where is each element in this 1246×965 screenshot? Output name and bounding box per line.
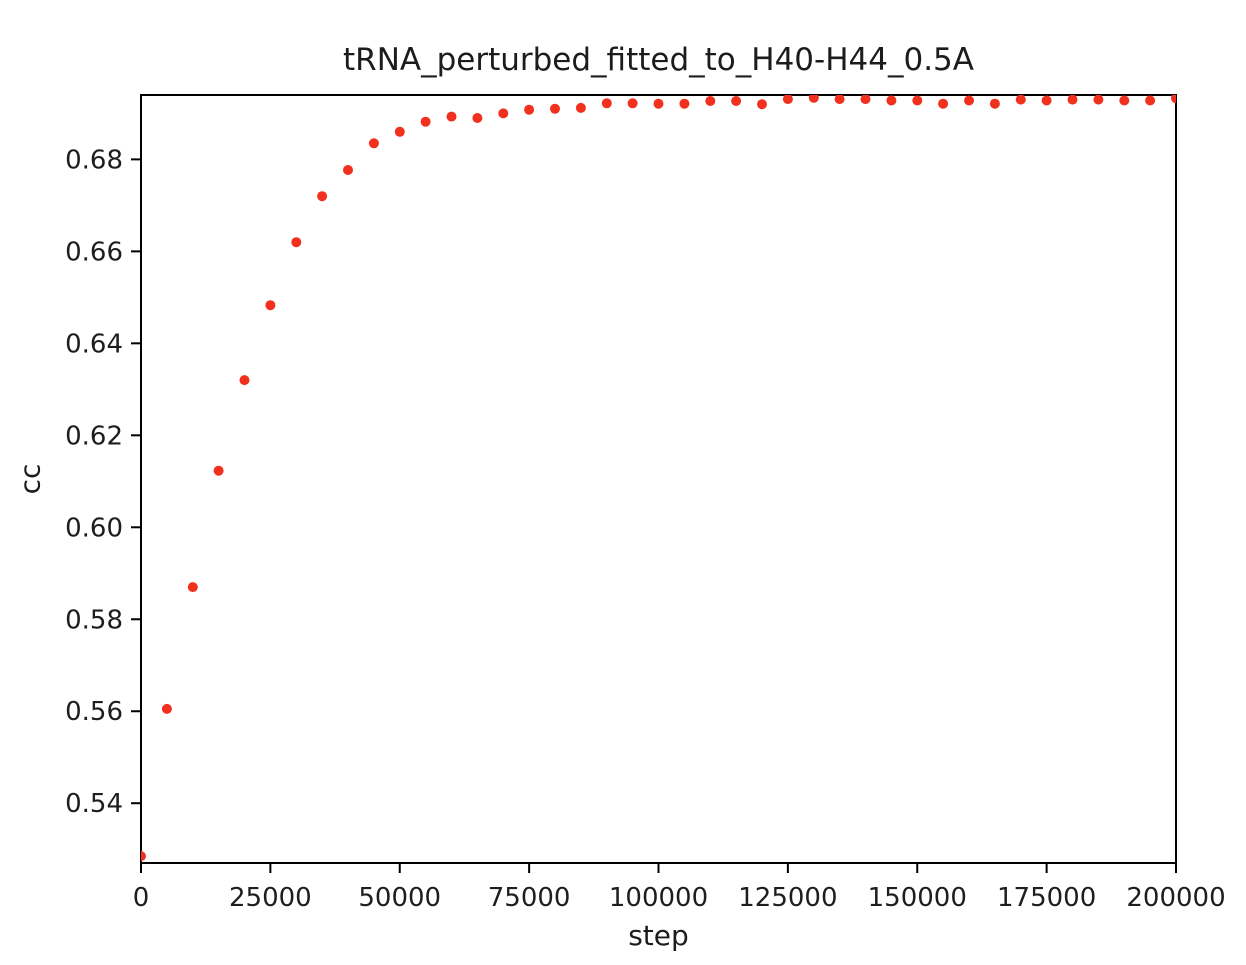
data-point (705, 96, 716, 106)
data-point (731, 96, 742, 106)
y-tick-label: 0.66 (65, 237, 123, 267)
data-point (472, 113, 483, 123)
data-point (912, 95, 923, 106)
data-point (886, 95, 897, 106)
data-point (757, 99, 767, 110)
x-tick-label: 25000 (229, 883, 312, 913)
y-tick-label: 0.60 (65, 513, 123, 543)
data-point (187, 582, 198, 593)
data-point (679, 98, 690, 109)
scatter-series-cc (141, 95, 1176, 862)
data-point (420, 116, 431, 127)
y-tick-label: 0.64 (65, 329, 123, 359)
data-point (1067, 95, 1078, 105)
data-point (964, 95, 974, 106)
data-point (575, 102, 586, 113)
data-point (938, 98, 949, 109)
x-tick-label: 125000 (738, 883, 837, 913)
data-point (627, 98, 638, 109)
y-tick-label: 0.62 (65, 421, 123, 451)
x-tick-label: 75000 (488, 883, 571, 913)
x-tick-label: 50000 (358, 883, 441, 913)
data-point (265, 300, 276, 311)
chart-title: tRNA_perturbed_fitted_to_H40-H44_0.5A (343, 42, 974, 78)
data-point (239, 375, 250, 386)
data-point (1093, 95, 1104, 105)
data-point (1041, 95, 1052, 106)
x-tick-label: 100000 (609, 883, 708, 913)
data-point (368, 138, 379, 149)
data-point (1015, 95, 1026, 105)
data-point (550, 103, 560, 114)
data-point (343, 165, 353, 175)
data-point (446, 111, 457, 122)
x-axis-label: step (628, 919, 689, 952)
y-tick-label: 0.58 (65, 605, 123, 635)
x-tick-label: 150000 (868, 883, 967, 913)
data-point (213, 465, 224, 476)
x-tick-label: 200000 (1126, 883, 1225, 913)
data-point (498, 108, 509, 119)
data-point (291, 237, 302, 248)
data-point (1171, 95, 1176, 104)
y-tick-label: 0.68 (65, 145, 123, 175)
data-point (653, 98, 664, 109)
data-point (808, 95, 819, 103)
axes-frame (140, 94, 1177, 864)
data-point (601, 98, 612, 109)
data-point (524, 104, 535, 115)
x-tick-label: 0 (133, 883, 150, 913)
data-point (161, 703, 172, 714)
data-point (834, 95, 845, 105)
x-tick-label: 175000 (997, 883, 1096, 913)
data-point (860, 95, 871, 105)
data-point (317, 191, 328, 202)
data-point (141, 851, 146, 862)
data-point (1119, 95, 1130, 106)
y-tick-label: 0.54 (65, 789, 123, 819)
data-point (1145, 95, 1156, 106)
y-tick-label: 0.56 (65, 697, 123, 727)
y-axis-label: cc (13, 463, 47, 495)
data-point (394, 126, 405, 137)
data-point (782, 95, 793, 105)
data-point (989, 98, 1000, 109)
